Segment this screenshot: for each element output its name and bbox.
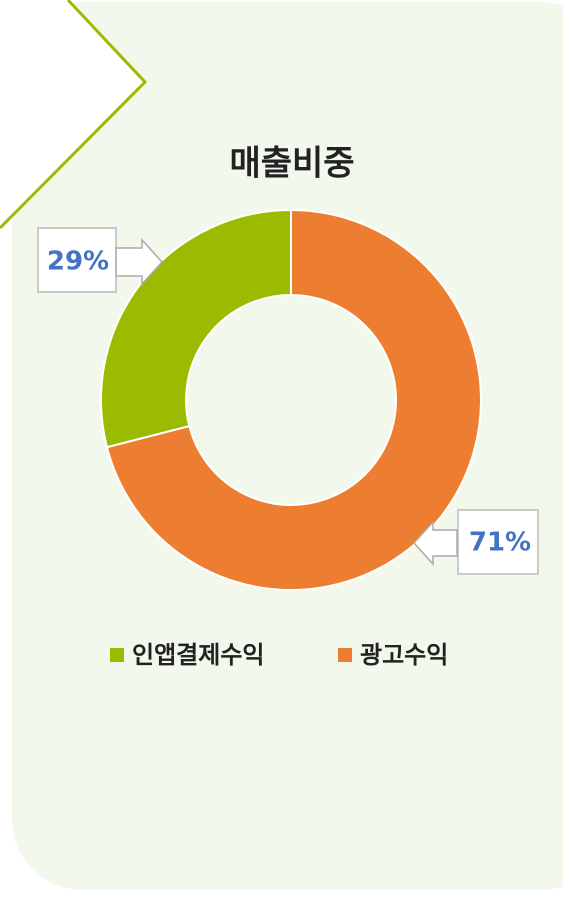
panel <box>12 2 563 890</box>
data-label: 71% <box>469 528 531 558</box>
legend-label: 광고수익 <box>360 641 448 669</box>
legend-label: 인앱결제수익 <box>132 641 264 669</box>
data-label: 29% <box>47 247 109 277</box>
label-box <box>37 227 117 293</box>
donut-slice <box>105 208 482 591</box>
donut-slice <box>100 208 292 449</box>
chart-title: 매출비중 <box>229 144 354 184</box>
label-arrow <box>412 520 458 566</box>
label-box <box>457 509 539 575</box>
corner-cutout <box>0 0 145 228</box>
corner-line <box>0 0 148 230</box>
legend-swatch <box>338 648 352 662</box>
label-arrow <box>115 238 164 286</box>
legend-swatch <box>110 648 124 662</box>
